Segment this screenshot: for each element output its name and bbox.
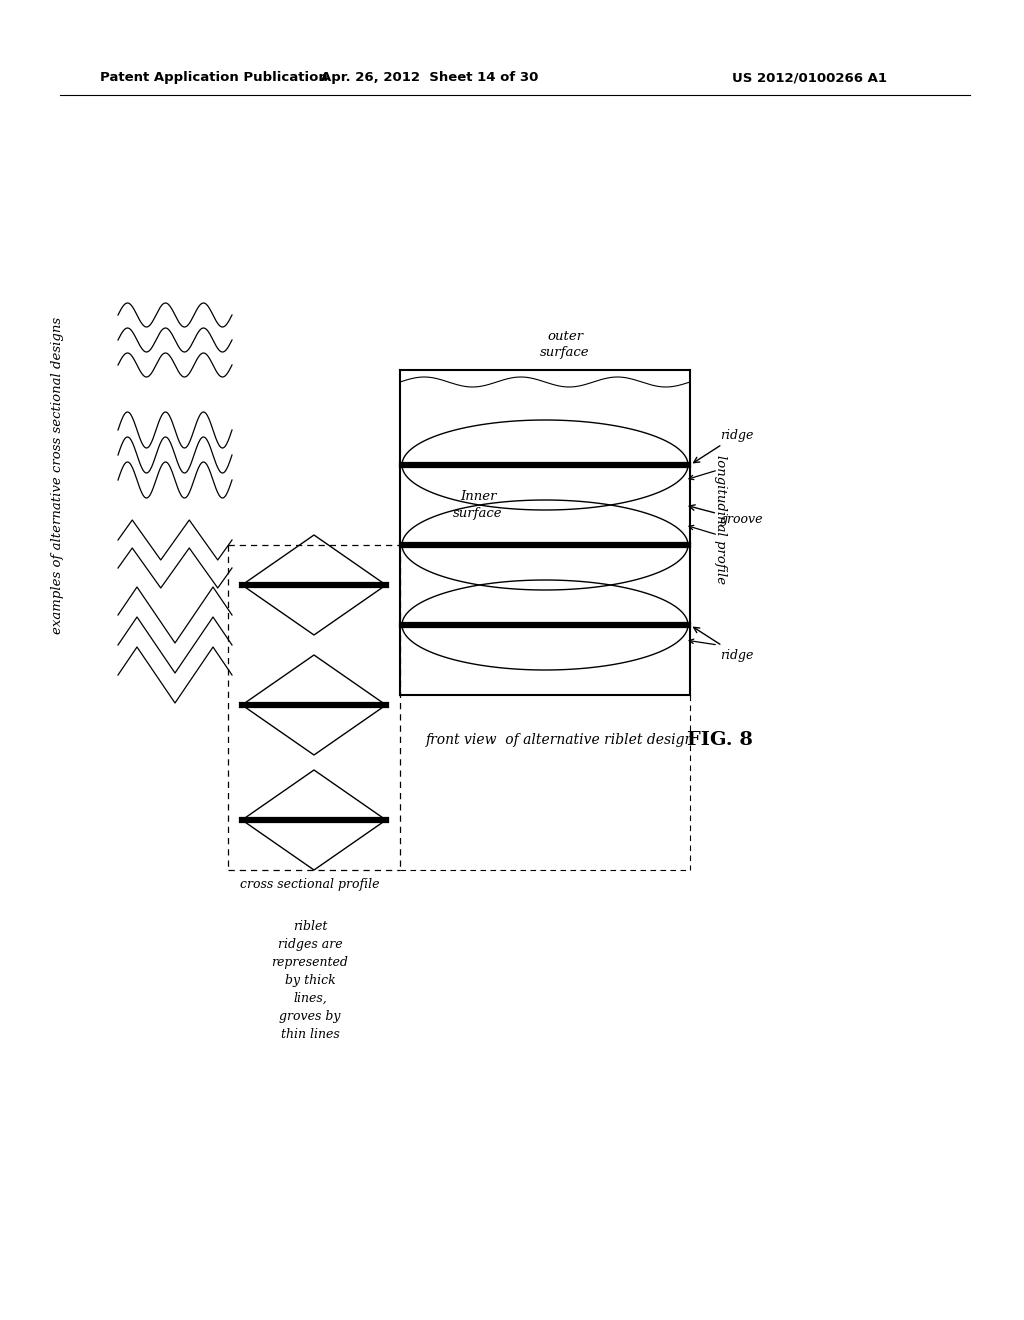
Text: Apr. 26, 2012  Sheet 14 of 30: Apr. 26, 2012 Sheet 14 of 30 [322,71,539,84]
Text: groove: groove [689,504,764,527]
Text: Patent Application Publication: Patent Application Publication [100,71,328,84]
Text: riblet
ridges are
represented
by thick
lines,
groves by
thin lines: riblet ridges are represented by thick l… [271,920,348,1041]
Text: outer
surface: outer surface [541,330,590,359]
Text: front view  of alternative riblet design: front view of alternative riblet design [426,733,694,747]
Text: longitudinal profile: longitudinal profile [714,455,726,585]
Text: cross sectional profile: cross sectional profile [241,878,380,891]
Text: Inner
surface: Inner surface [454,491,503,520]
Text: FIG. 8: FIG. 8 [687,731,753,748]
Text: examples of alternative cross sectional designs: examples of alternative cross sectional … [51,317,65,634]
Text: ridge: ridge [693,429,754,463]
Text: US 2012/0100266 A1: US 2012/0100266 A1 [732,71,888,84]
Text: ridge: ridge [693,627,754,661]
